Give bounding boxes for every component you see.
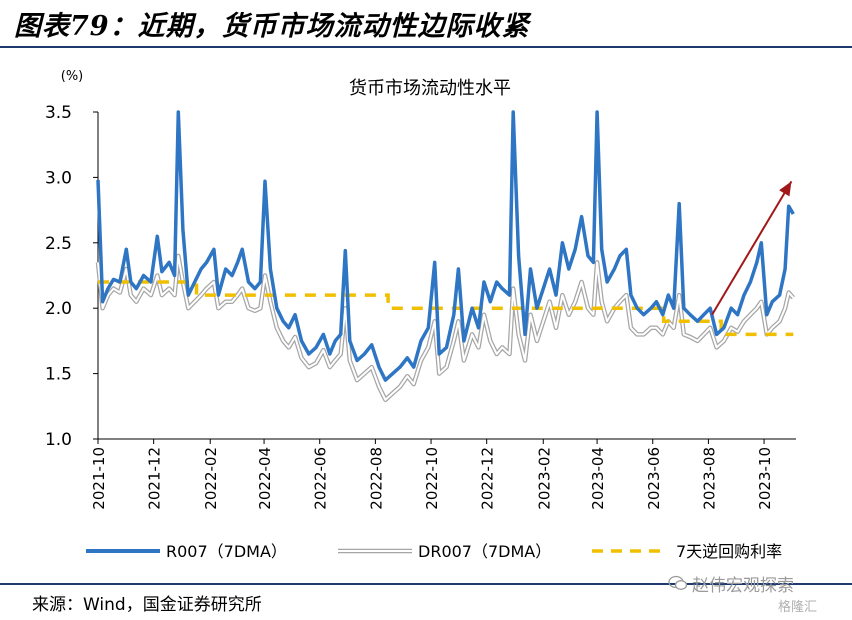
x-tick-label: 2023-04 xyxy=(589,447,607,510)
x-tick-label: 2022-12 xyxy=(479,447,497,510)
y-tick-label: 3.0 xyxy=(45,168,72,188)
x-tick-label: 2023-02 xyxy=(535,447,553,510)
series-r007-line xyxy=(96,110,795,382)
source-note: 来源：Wind，国金证券研究所 xyxy=(32,595,262,615)
x-tick-label: 2021-12 xyxy=(146,447,164,510)
legend: R007（7DMA） DR007（7DMA） 7天逆回购利率 xyxy=(86,542,782,561)
x-tick-label: 2022-10 xyxy=(423,447,441,510)
legend-label-r007: R007（7DMA） xyxy=(166,542,287,561)
y-tick-label: 1.0 xyxy=(45,430,72,450)
chart-title: 货币市场流动性水平 xyxy=(349,78,511,99)
y-tick-label: 2.5 xyxy=(45,234,72,254)
watermark-text: 赵伟宏观探索 xyxy=(692,575,794,596)
x-tick-label: 2023-06 xyxy=(645,447,663,510)
x-tick-label: 2023-10 xyxy=(756,447,774,510)
chart-heading: 图表79：近期，货币市场流动性边际收紧 xyxy=(14,11,530,42)
x-tick-label: 2022-06 xyxy=(312,447,330,510)
top-divider xyxy=(0,46,852,48)
watermark-secondary: 格隆汇 xyxy=(778,600,818,615)
bottom-divider xyxy=(0,583,852,585)
y-tick-label: 2.0 xyxy=(45,299,72,319)
trend-arrow-head xyxy=(779,181,792,197)
y-axis-unit: (%) xyxy=(61,69,84,84)
x-tick-label: 2022-04 xyxy=(256,447,274,510)
legend-label-reverse-repo: 7天逆回购利率 xyxy=(676,542,782,561)
series-dr007-line xyxy=(97,254,795,401)
series-dr007-outline xyxy=(95,253,795,403)
x-tick-label: 2022-08 xyxy=(367,447,385,510)
watermark: 赵伟宏观探索 xyxy=(668,572,850,596)
axes: 1.0 1.5 2.0 2.5 3.0 3.5 2021-10 2021-12 2022-02 2… xyxy=(45,103,796,510)
series-reverse-repo-line xyxy=(98,280,794,337)
y-tick-label: 1.5 xyxy=(45,365,72,385)
x-tick-label: 2022-02 xyxy=(202,447,220,510)
wechat-icon xyxy=(668,575,688,590)
series-layer xyxy=(95,110,795,403)
x-tick-label: 2023-08 xyxy=(700,447,718,510)
x-tick-label: 2021-10 xyxy=(90,447,108,510)
legend-label-dr007: DR007（7DMA） xyxy=(418,542,551,561)
trend-arrow-shaft xyxy=(711,180,793,316)
y-tick-label: 3.5 xyxy=(45,103,72,123)
